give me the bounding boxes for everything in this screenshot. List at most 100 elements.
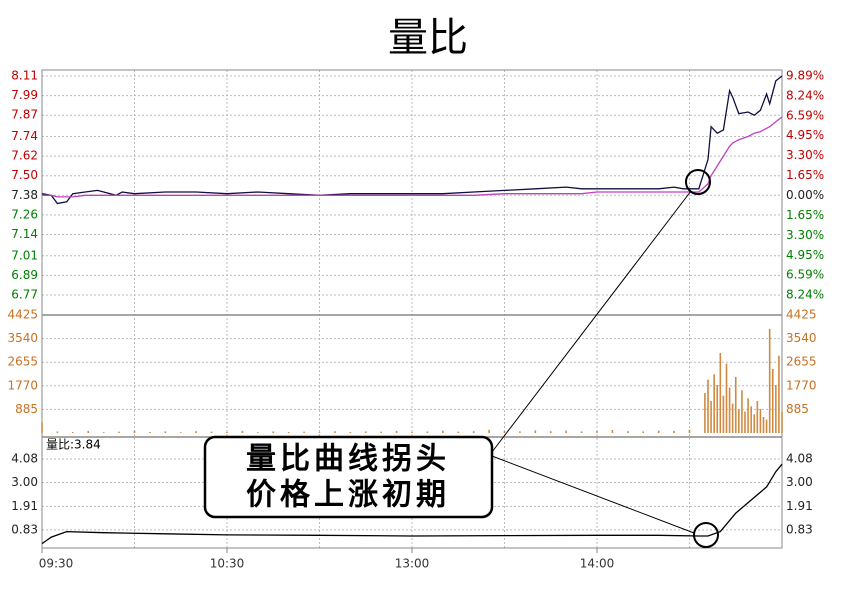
y-tick-label: 7.50 <box>11 168 38 182</box>
volume-bar <box>318 432 321 433</box>
y-tick-label: 7.87 <box>11 108 38 122</box>
volume-bar <box>472 431 475 433</box>
y-tick-label-right: 1.91 <box>786 499 813 513</box>
volume-bar <box>488 429 490 433</box>
volume-bar <box>118 431 120 433</box>
y-tick-label-right: 3540 <box>786 331 817 345</box>
volume-bar <box>102 432 105 433</box>
y-tick-label: 4.08 <box>11 452 38 466</box>
volume-bar <box>241 430 244 433</box>
y-tick-label: 7.14 <box>11 227 38 241</box>
y-tick-label-right: 4.08 <box>786 452 813 466</box>
y-tick-label: 3540 <box>7 331 38 345</box>
line-series <box>41 463 783 545</box>
volume-bar <box>642 431 645 433</box>
y-tick-label-right: 885 <box>786 402 809 416</box>
chart-title: 量比 <box>388 15 468 61</box>
y-tick-label: 1.91 <box>11 499 38 513</box>
volume-bar <box>781 411 783 433</box>
volume-bar <box>771 369 774 433</box>
x-tick-label: 13:00 <box>395 557 430 571</box>
y-tick-label: 4425 <box>7 308 38 322</box>
volume-bar <box>565 430 567 433</box>
y-tick-label-right: 2655 <box>786 355 817 369</box>
volume-bar <box>753 414 756 433</box>
pointer-line <box>491 190 692 453</box>
volume-bar <box>775 385 777 433</box>
y-tick-label: 0.83 <box>11 522 38 536</box>
volume-bar <box>768 329 771 433</box>
volume-bar <box>56 431 59 433</box>
annotation: 量比曲线拐头 <box>246 442 450 477</box>
volume-bar <box>728 387 731 433</box>
volume-bar <box>272 431 275 433</box>
volume-bar <box>87 430 90 433</box>
x-tick-label: 10:30 <box>210 557 245 571</box>
volume-bar <box>349 431 352 433</box>
volume-bar <box>744 411 746 433</box>
y-tick-label: 2655 <box>7 355 38 369</box>
highlight-circle <box>685 169 711 195</box>
volume-bar <box>627 431 629 433</box>
volume-bar <box>722 395 725 433</box>
volume-bar <box>503 430 506 433</box>
volume-bar <box>725 363 728 433</box>
line-series <box>41 75 783 205</box>
highlight-circle <box>693 522 719 548</box>
y-tick-label: 7.26 <box>11 207 38 221</box>
x-tick-label: 09:30 <box>39 557 74 571</box>
volume-bar <box>303 431 305 433</box>
y-tick-label: 7.99 <box>11 88 38 102</box>
volume-bar <box>688 429 691 433</box>
volume-bar <box>657 430 660 433</box>
y-tick-label: 6.77 <box>11 288 38 302</box>
volume-bar <box>673 430 675 433</box>
volume-bar <box>731 403 734 433</box>
y-tick-label: 1770 <box>7 378 38 392</box>
volume-bar <box>195 431 197 433</box>
y2-tick-label: 0.00% <box>786 188 824 202</box>
volume-bar <box>534 430 537 433</box>
y2-tick-label: 8.24% <box>786 288 824 302</box>
volume-bar <box>395 430 398 433</box>
volume-bar <box>549 431 552 433</box>
volume-bar <box>72 431 74 433</box>
volume-bar <box>226 431 228 433</box>
volume-bar <box>747 398 749 433</box>
annotation: 价格上涨初期 <box>246 478 450 513</box>
volume-bar <box>738 409 740 433</box>
y-tick-label: 3.00 <box>11 475 38 489</box>
volume-bar <box>611 430 614 433</box>
volume-bar <box>287 431 290 433</box>
y-tick-label-right: 3.00 <box>786 475 813 489</box>
volume-bar <box>41 422 43 433</box>
x-tick-label: 14:00 <box>580 557 615 571</box>
y-tick-label: 7.38 <box>11 188 38 202</box>
volume-bar <box>750 406 752 433</box>
y-tick-label: 7.74 <box>11 129 38 143</box>
volume-bar <box>716 385 719 433</box>
volume-bar <box>334 431 336 433</box>
volume-bar <box>580 431 583 433</box>
y2-tick-label: 4.95% <box>786 128 824 142</box>
volume-bar <box>133 430 136 433</box>
y-tick-label: 8.11 <box>11 69 38 83</box>
volume-bar <box>756 401 759 433</box>
volume-bar <box>411 431 413 433</box>
line-series <box>42 116 783 198</box>
volume-bar <box>765 419 768 433</box>
volume-bar <box>704 393 706 433</box>
marks <box>41 75 783 545</box>
y2-tick-label: 1.65% <box>786 208 824 222</box>
y2-tick-label: 1.65% <box>786 168 824 182</box>
y-tick-label: 885 <box>15 402 38 416</box>
y-tick-label: 7.01 <box>11 248 38 262</box>
y-tick-label: 7.62 <box>11 149 38 163</box>
y2-tick-label: 9.89% <box>786 69 824 83</box>
y2-tick-label: 6.59% <box>786 268 824 282</box>
volume-bar <box>442 430 444 433</box>
y2-tick-label: 3.30% <box>786 148 824 162</box>
y-tick-label-right: 4425 <box>786 308 817 322</box>
y2-tick-label: 6.59% <box>786 108 824 122</box>
